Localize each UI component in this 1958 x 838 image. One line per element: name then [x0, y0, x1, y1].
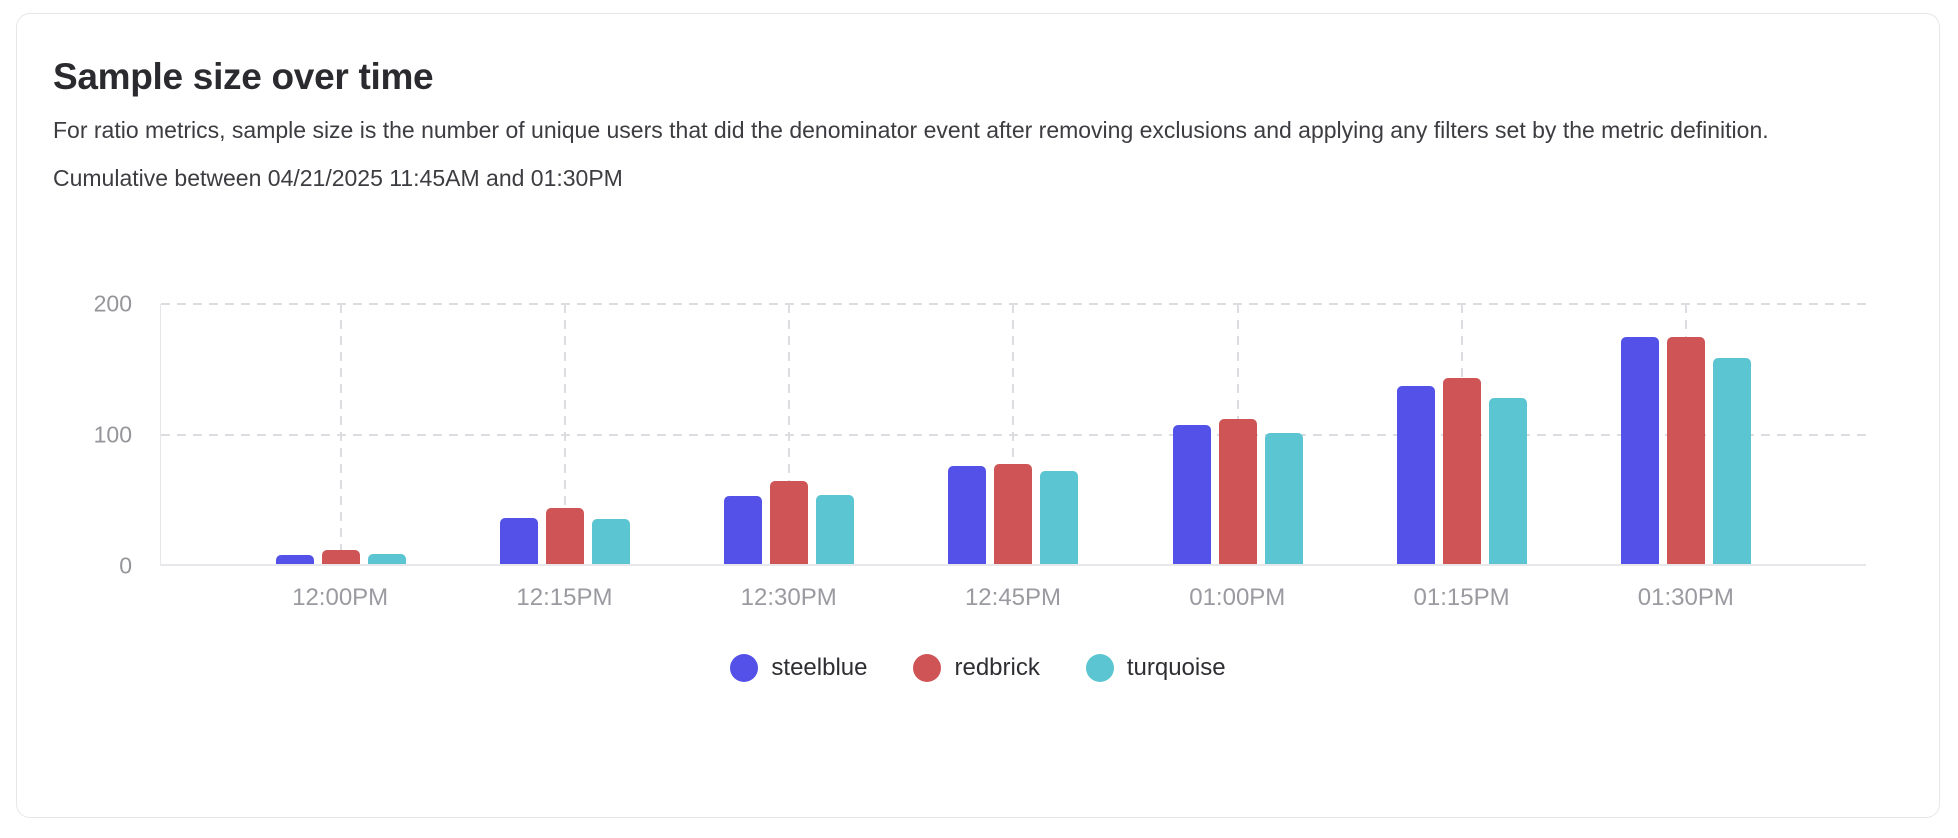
x-axis-label: 12:00PM — [292, 584, 389, 611]
vertical-gridline — [564, 304, 567, 564]
x-axis-label: 01:30PM — [1637, 584, 1734, 611]
bar-turquoise[interactable] — [1040, 471, 1079, 564]
legend-item-turquoise[interactable]: turquoise — [1085, 654, 1226, 682]
category-group — [677, 304, 901, 564]
bar-steelblue[interactable] — [500, 518, 539, 564]
y-axis-tick-label: 0 — [119, 552, 132, 579]
category-group — [229, 304, 453, 564]
bar-turquoise[interactable] — [1712, 358, 1751, 564]
y-axis-tick-label: 100 — [93, 421, 132, 448]
bar-steelblue[interactable] — [724, 496, 763, 564]
legend-swatch-icon — [913, 654, 942, 682]
bar-redbrick[interactable] — [1442, 378, 1481, 564]
bar-steelblue[interactable] — [1396, 386, 1435, 564]
category-group — [453, 304, 677, 564]
bar-redbrick[interactable] — [1666, 337, 1705, 564]
category-group — [1574, 304, 1798, 564]
category-group — [1350, 304, 1574, 564]
bar-steelblue[interactable] — [276, 555, 315, 564]
category-group — [901, 304, 1125, 564]
legend-item-steelblue[interactable]: steelblue — [730, 654, 867, 682]
x-axis-label: 01:00PM — [1189, 584, 1286, 611]
bar-turquoise[interactable] — [368, 554, 407, 564]
legend-item-redbrick[interactable]: redbrick — [913, 654, 1040, 682]
x-axis: 12:00PM 12:15PM 12:30PM 12:45PM 01:00PM 01:15… — [160, 584, 1866, 612]
sample-size-card: Sample size over time For ratio metrics,… — [16, 13, 1940, 818]
category-group — [1126, 304, 1350, 564]
plot-area — [160, 303, 1866, 566]
x-axis-label: 12:30PM — [740, 584, 837, 611]
chart-legend: steelblue redbrick turquoise — [53, 654, 1903, 682]
legend-label: redbrick — [954, 654, 1040, 681]
bar-chart: 0 100 200 12:00PM 12:15PM 12:30PM 12:45PM 01:0… — [53, 292, 1903, 682]
x-axis-label: 12:15PM — [516, 584, 613, 611]
bar-turquoise[interactable] — [816, 495, 855, 564]
chart-description: For ratio metrics, sample size is the nu… — [53, 117, 1769, 143]
y-axis-tick-label: 200 — [93, 290, 132, 317]
bar-redbrick[interactable] — [546, 508, 585, 564]
vertical-gridline — [1012, 304, 1015, 564]
legend-label: steelblue — [771, 654, 868, 681]
bar-turquoise[interactable] — [1488, 398, 1527, 564]
bar-steelblue[interactable] — [1620, 337, 1659, 564]
legend-swatch-icon — [730, 654, 759, 682]
bar-redbrick[interactable] — [770, 481, 809, 564]
bar-redbrick[interactable] — [1218, 419, 1257, 564]
y-axis: 0 100 200 — [53, 292, 160, 577]
legend-swatch-icon — [1085, 654, 1114, 682]
bar-redbrick[interactable] — [994, 464, 1033, 564]
chart-title: Sample size over time — [53, 56, 434, 97]
bar-steelblue[interactable] — [1172, 425, 1211, 564]
bar-turquoise[interactable] — [592, 519, 631, 564]
bar-steelblue[interactable] — [948, 466, 987, 564]
bar-groups — [161, 304, 1866, 564]
x-axis-label: 01:15PM — [1413, 584, 1510, 611]
date-range-note: Cumulative between 04/21/2025 11:45AM an… — [53, 165, 623, 191]
bar-turquoise[interactable] — [1264, 433, 1303, 564]
legend-label: turquoise — [1126, 654, 1226, 681]
vertical-gridline — [788, 304, 791, 564]
bar-redbrick[interactable] — [322, 550, 361, 564]
x-axis-label: 12:45PM — [964, 584, 1062, 611]
vertical-gridline — [340, 304, 343, 564]
